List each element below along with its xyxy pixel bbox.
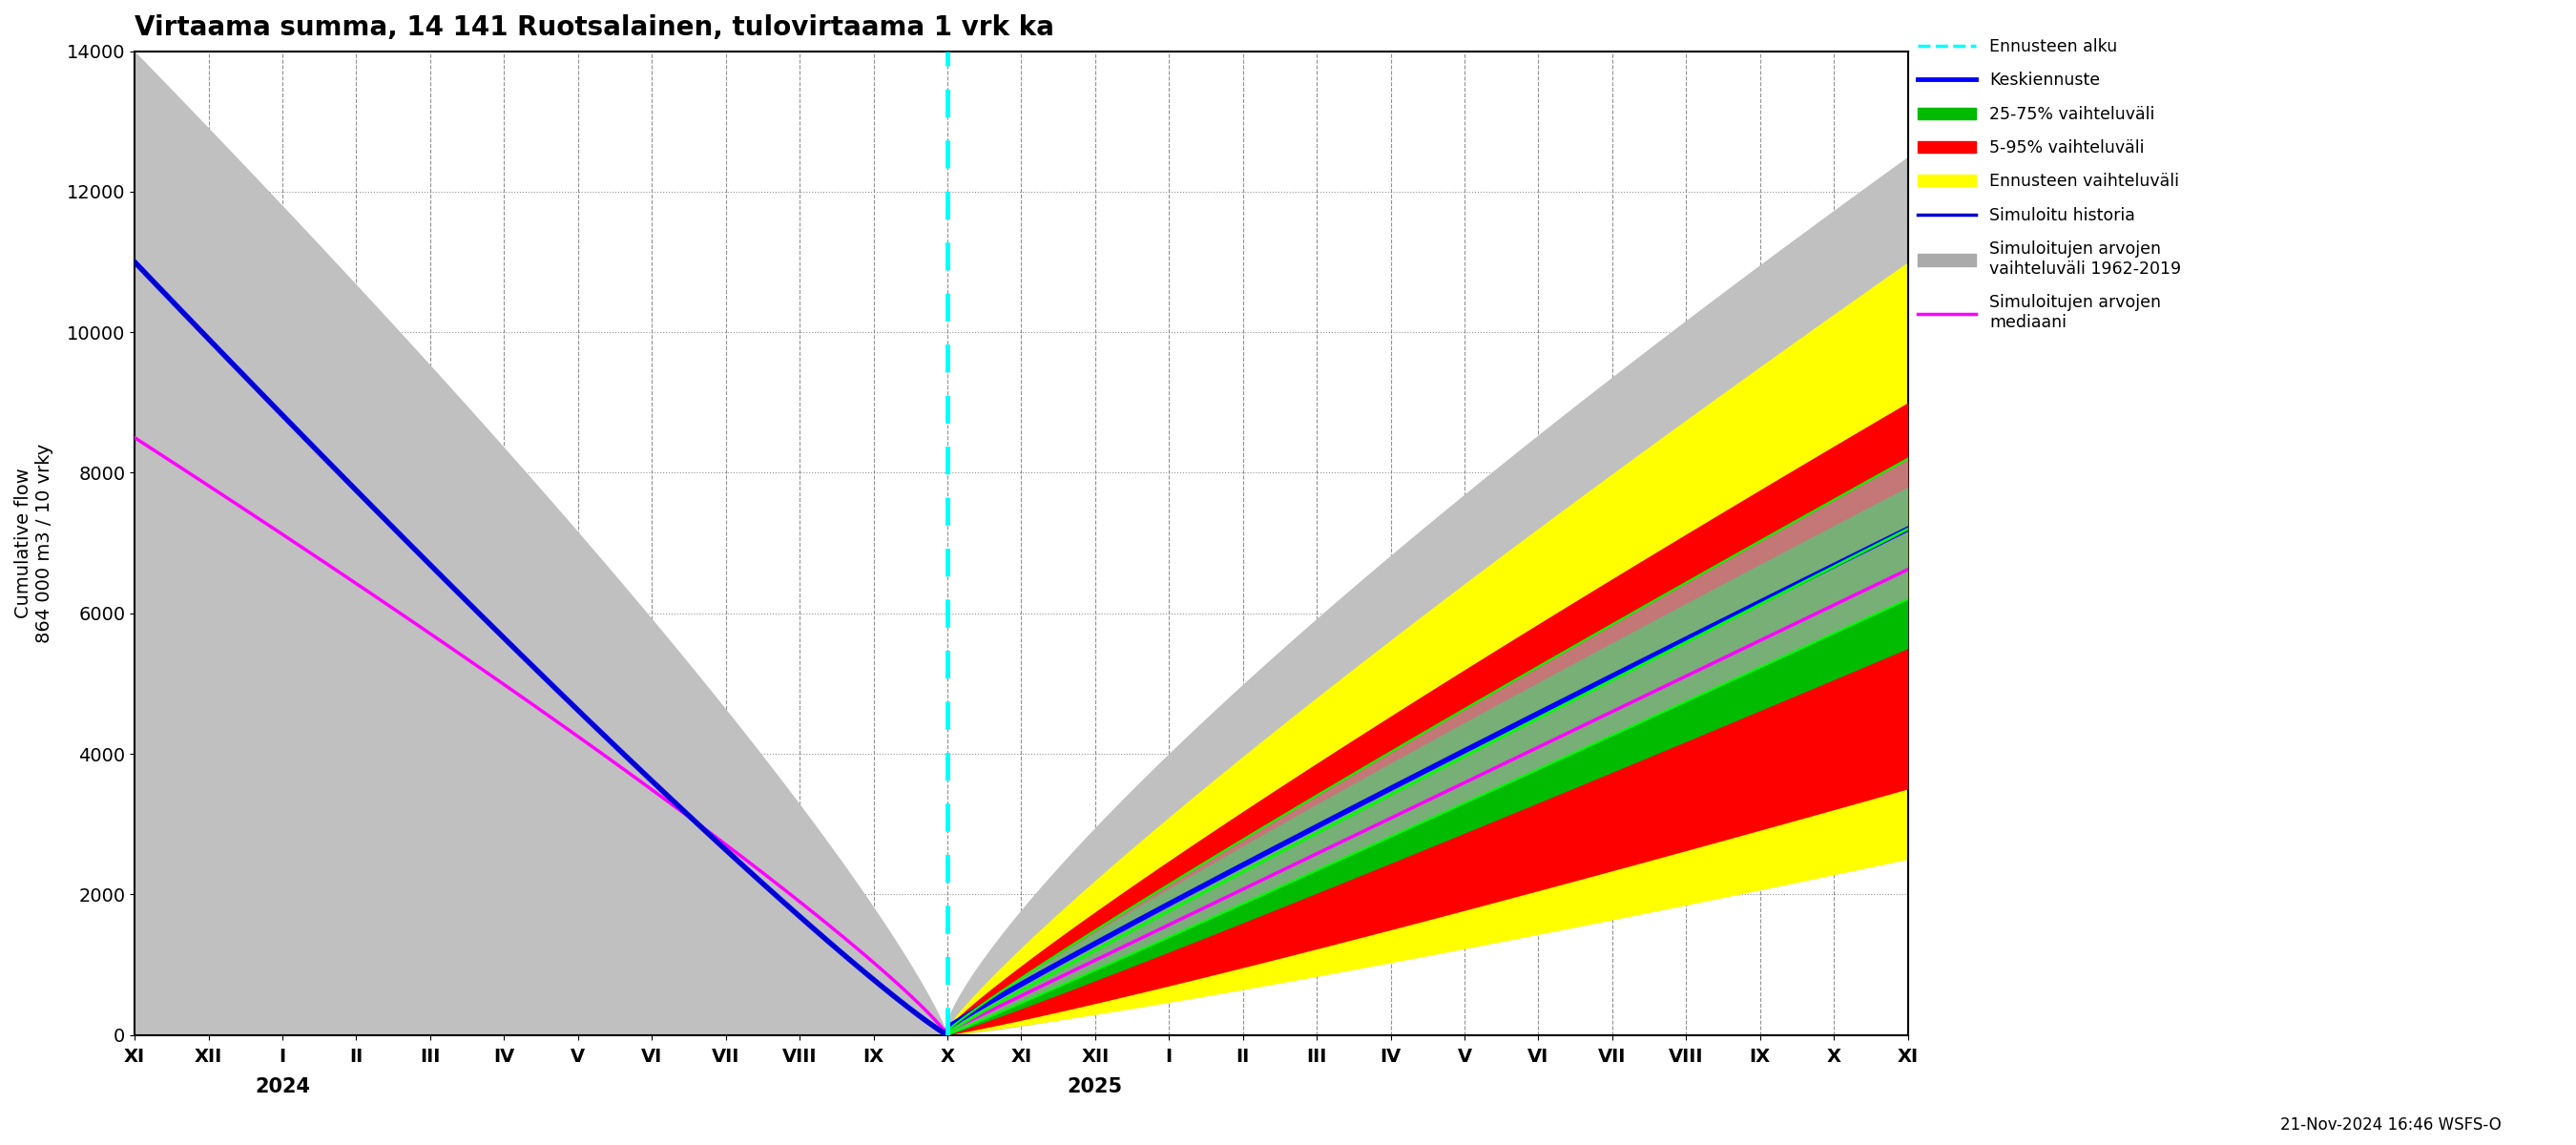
Y-axis label: Cumulative flow
864 000 m3 / 10 vrky: Cumulative flow 864 000 m3 / 10 vrky: [15, 443, 54, 642]
Legend: Ennusteen alku, Keskiennuste, 25-75% vaihteluväli, 5-95% vaihteluväli, Ennusteen: Ennusteen alku, Keskiennuste, 25-75% vai…: [1911, 32, 2187, 338]
Text: 21-Nov-2024 16:46 WSFS-O: 21-Nov-2024 16:46 WSFS-O: [2280, 1116, 2501, 1134]
Text: Virtaama summa, 14 141 Ruotsalainen, tulovirtaama 1 vrk ka: Virtaama summa, 14 141 Ruotsalainen, tul…: [134, 14, 1054, 41]
Text: 2024: 2024: [255, 1077, 309, 1097]
Text: 2025: 2025: [1066, 1077, 1123, 1097]
